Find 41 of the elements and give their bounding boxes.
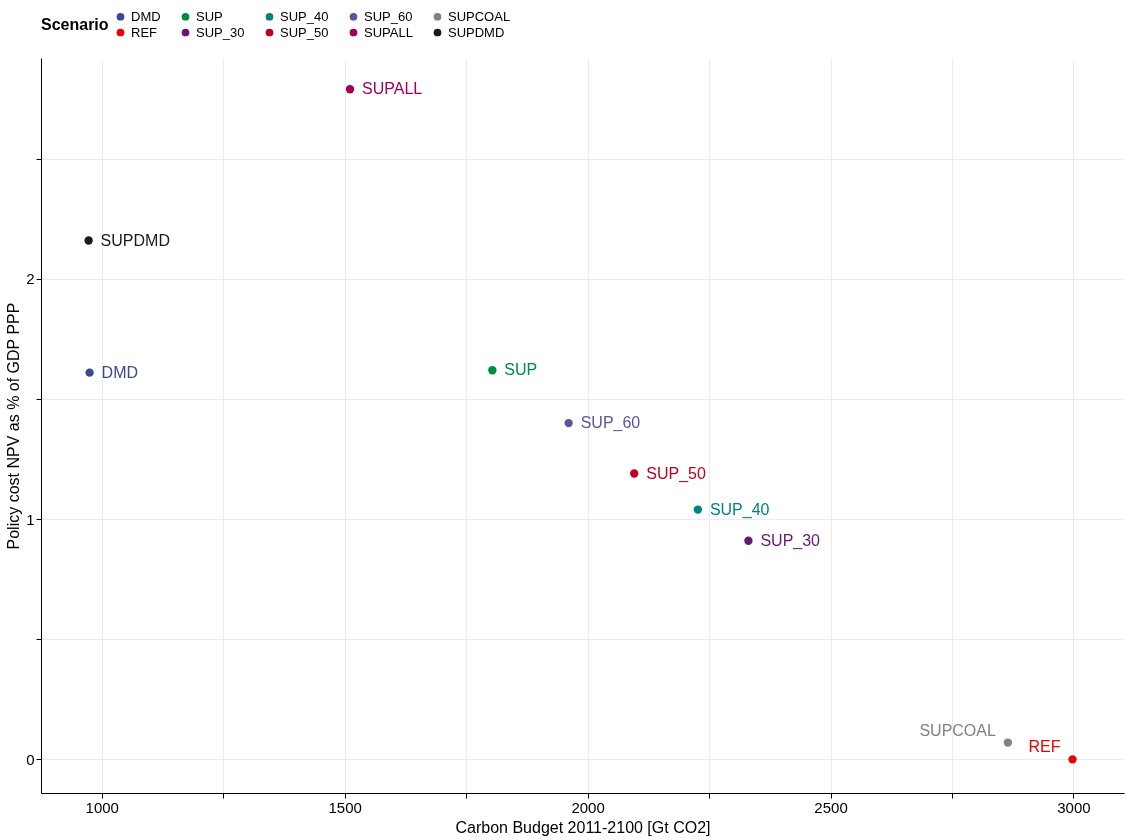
x-tick-label: 1000 xyxy=(85,798,119,816)
legend-label: SUPCOAL xyxy=(448,8,511,24)
text: SUP_50 xyxy=(646,464,706,482)
legend-label: SUP_50 xyxy=(280,24,329,40)
y-axis-title: Policy cost NPV as % of GDP PPP xyxy=(5,302,23,550)
legend-label: SUP_30 xyxy=(196,24,245,40)
legend-title: Scenario xyxy=(41,16,109,33)
x-axis-title: Carbon Budget 2011-2100 [Gt CO2] xyxy=(455,818,711,836)
x-tick-label: 1500 xyxy=(328,798,362,816)
text: SUPCOAL xyxy=(919,721,996,739)
x-tick-label: 2000 xyxy=(571,798,605,816)
text: DMD xyxy=(101,363,139,381)
legend-label: SUP_40 xyxy=(280,8,329,24)
legend-label: SUPDMD xyxy=(448,24,505,40)
point xyxy=(85,368,94,377)
legend-label: DMD xyxy=(131,8,161,24)
text: SUP_30 xyxy=(760,531,821,549)
legend-label: SUP xyxy=(196,8,223,24)
point xyxy=(345,85,355,94)
point xyxy=(744,536,753,545)
x-tick-label: 3000 xyxy=(1057,798,1091,816)
text: SUP_60 xyxy=(580,414,641,432)
y-tick-label: 0 xyxy=(26,750,35,768)
point xyxy=(630,469,639,478)
text: SUPDMD xyxy=(100,231,170,249)
y-tick-label: 1 xyxy=(26,510,35,528)
x-tick-label: 2500 xyxy=(814,798,848,816)
text: SUP xyxy=(504,361,538,379)
point xyxy=(1003,738,1013,747)
legend-label: SUP_60 xyxy=(364,8,413,24)
text: REF xyxy=(1028,738,1061,756)
text: SUP_40 xyxy=(709,500,770,518)
legend-label: REF xyxy=(131,24,158,40)
point xyxy=(693,505,703,514)
point xyxy=(564,418,573,428)
legend-label: SUPALL xyxy=(364,24,413,40)
y-tick-label: 2 xyxy=(26,270,35,288)
point xyxy=(1068,755,1077,764)
point xyxy=(84,236,93,245)
text: SUPALL xyxy=(362,80,423,98)
point xyxy=(488,366,497,375)
